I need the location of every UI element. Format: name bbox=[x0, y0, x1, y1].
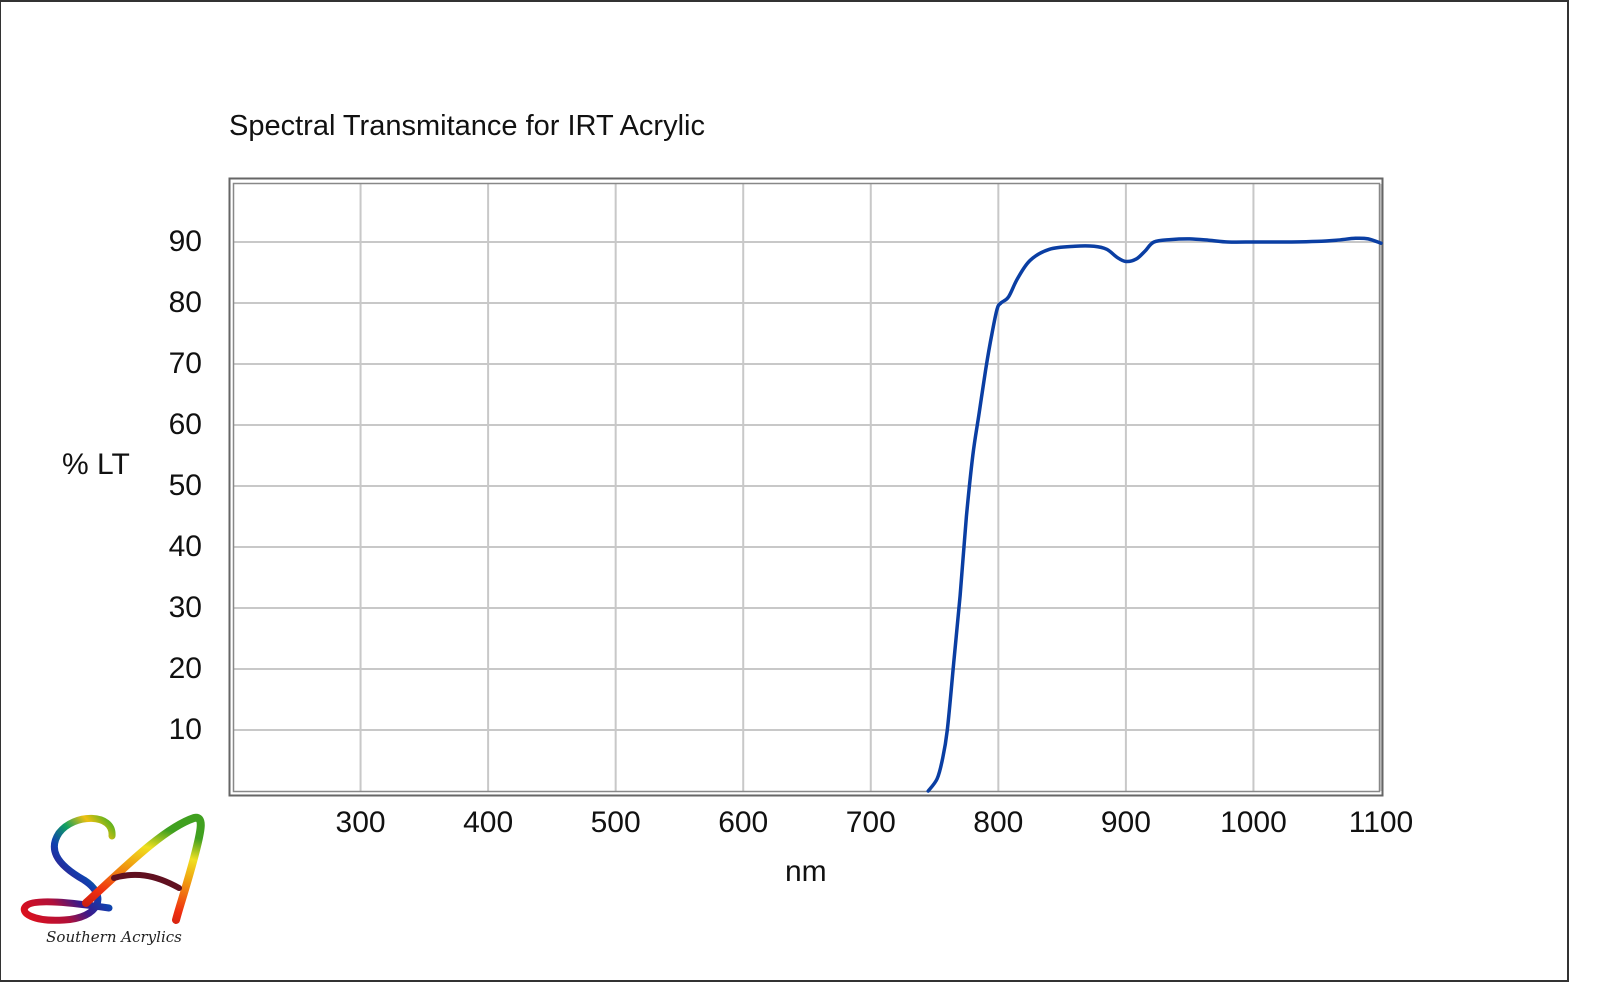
y-tick-label: 80 bbox=[168, 286, 202, 319]
southern-acrylics-logo: Southern Acrylics bbox=[20, 813, 205, 946]
logo-a-letter bbox=[82, 813, 205, 924]
y-tick-label: 90 bbox=[168, 225, 202, 258]
transmittance-line bbox=[926, 236, 1383, 793]
x-tick-label: 400 bbox=[463, 806, 514, 839]
logo-caption: Southern Acrylics bbox=[46, 928, 182, 946]
x-tick-label: 1100 bbox=[1348, 806, 1414, 839]
y-tick-label: 60 bbox=[168, 408, 202, 441]
x-tick-label: 600 bbox=[718, 806, 769, 839]
y-axis-label: % LT bbox=[62, 448, 130, 481]
x-axis-label: nm bbox=[785, 855, 827, 888]
y-tick-label: 20 bbox=[168, 652, 202, 685]
x-tick-label: 1000 bbox=[1220, 806, 1287, 839]
y-tick-label: 50 bbox=[168, 469, 202, 502]
y-tick-label: 30 bbox=[168, 591, 202, 624]
y-tick-label: 70 bbox=[168, 347, 202, 380]
x-tick-label: 900 bbox=[1100, 806, 1151, 839]
logo-s-letter bbox=[20, 814, 116, 924]
plot-frame-outer bbox=[228, 177, 1384, 797]
x-tick-label: 800 bbox=[973, 806, 1024, 839]
x-tick-label: 500 bbox=[590, 806, 641, 839]
chart-title: Spectral Transmitance for IRT Acrylic bbox=[229, 110, 705, 142]
x-tick-label: 300 bbox=[335, 806, 386, 839]
logo-a-crossbar bbox=[111, 871, 182, 891]
x-tick-label: 700 bbox=[845, 806, 896, 839]
plot-frame-inner bbox=[232, 182, 1381, 793]
y-tick-label: 40 bbox=[168, 530, 202, 563]
y-tick-label: 10 bbox=[168, 713, 202, 746]
gridlines bbox=[234, 184, 1382, 791]
